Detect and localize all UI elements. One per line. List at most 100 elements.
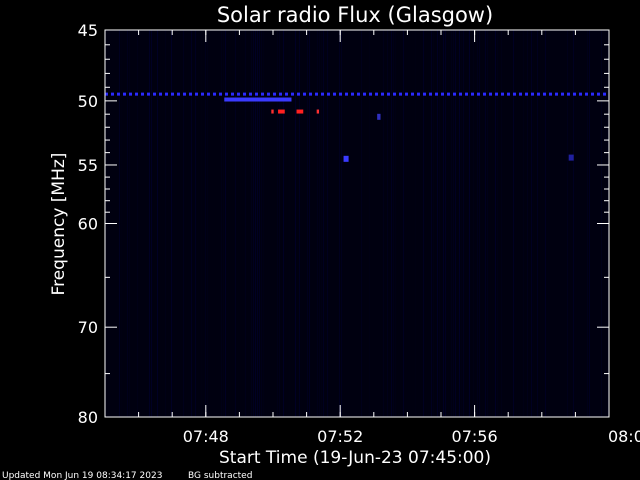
noise-stripe [471,30,472,417]
noise-stripe [423,30,424,417]
noise-stripe [259,30,260,417]
noise-stripe [307,30,308,417]
noise-stripe [537,30,538,417]
noise-stripe [487,30,488,417]
noise-stripe [433,30,434,417]
noise-stripe [501,30,502,417]
noise-stripe [121,30,122,417]
noise-stripe [251,30,252,417]
noise-stripe [533,30,534,417]
noise-stripe [451,30,452,417]
noise-stripe [299,30,300,417]
noise-stripe [573,30,574,417]
noise-stripe [137,30,138,417]
noise-stripe [393,30,394,417]
noise-stripe [587,30,588,417]
noise-stripe [163,30,164,417]
x-tick-label: 07:48 [183,427,229,446]
radio-burst [296,109,304,114]
noise-stripe [149,30,150,417]
noise-stripe [461,30,462,417]
noise-stripe [547,30,548,417]
noise-stripe [171,30,172,417]
noise-stripe [369,30,370,417]
noise-stripe [261,30,262,417]
emission-spot [568,154,574,161]
footer-updated: Updated Mon Jun 19 08:34:17 2023 [2,471,162,480]
y-tick-label: 60 [78,215,98,234]
noise-stripe [223,30,224,417]
noise-stripe [339,30,340,417]
noise-stripe [513,30,514,417]
noise-stripe [151,30,152,417]
noise-stripe [195,30,196,417]
noise-stripe [255,30,256,417]
noise-stripe [279,30,280,417]
noise-stripe [201,30,202,417]
noise-stripe [527,30,528,417]
x-tick-label: 08:00 [608,427,640,446]
y-tick-label: 50 [78,92,98,111]
y-tick-label: 80 [78,408,98,427]
noise-stripe [439,30,440,417]
noise-stripe [141,30,142,417]
emission-spot [343,155,349,162]
noise-stripe [495,30,496,417]
noise-stripe [245,30,246,417]
y-axis-label: Frequency [MHz] [49,153,69,296]
noise-stripe [443,30,444,417]
x-tick-label: 07:56 [452,427,498,446]
noise-stripe [459,30,460,417]
noise-stripe [453,30,454,417]
noise-stripe [479,30,480,417]
radio-burst [278,109,285,114]
y-tick-label: 45 [78,21,98,40]
noise-stripe [309,30,310,417]
radio-burst [316,109,320,114]
noise-stripe [323,30,324,417]
noise-stripe [257,30,258,417]
noise-stripe [531,30,532,417]
x-tick-label: 07:52 [317,427,363,446]
noise-stripe [463,30,464,417]
noise-stripe [157,30,158,417]
y-tick-label: 70 [78,318,98,337]
noise-stripe [127,30,128,417]
noise-stripe [317,30,318,417]
noise-stripe [221,30,222,417]
emission-features [105,92,609,162]
noise-stripe [395,30,396,417]
noise-stripe [403,30,404,417]
y-tick-label: 55 [78,156,98,175]
noise-stripe [455,30,456,417]
noise-stripe [319,30,320,417]
spectrogram-image [105,30,609,417]
noise-stripe [473,30,474,417]
noise-stripe [321,30,322,417]
x-axis-label: Start Time (19-Jun-23 07:45:00) [219,448,491,468]
noise-stripe [225,30,226,417]
noise-stripe [327,30,328,417]
noise-stripe [129,30,130,417]
chart-title: Solar radio Flux (Glasgow) [217,3,493,27]
x-axis-ticks: 07:48 07:52 07:56 08:00 [104,30,640,446]
noise-stripe [477,30,478,417]
noise-stripe [207,30,208,417]
noise-stripe [295,30,296,417]
noise-stripe [567,30,568,417]
noise-stripe [383,30,384,417]
noise-stripe [119,30,120,417]
noise-stripe [283,30,284,417]
noise-stripe [341,30,342,417]
noise-stripe [445,30,446,417]
noise-stripe [497,30,498,417]
noise-stripe [205,30,206,417]
noise-stripe [289,30,290,417]
noise-stripe [485,30,486,417]
noise-stripe [277,30,278,417]
noise-stripe [545,30,546,417]
noise-stripe [589,30,590,417]
noise-stripe [361,30,362,417]
noise-stripe [387,30,388,417]
